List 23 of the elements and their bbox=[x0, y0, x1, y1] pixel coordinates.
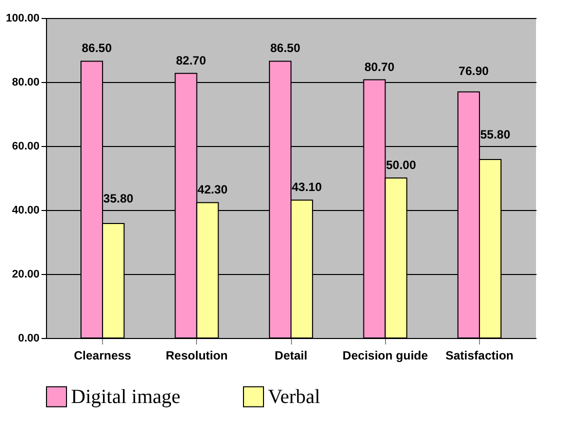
y-tick-label: 80.00 bbox=[12, 76, 40, 88]
data-label: 55.80 bbox=[480, 127, 511, 142]
data-label: 50.00 bbox=[386, 158, 416, 172]
x-tick-label: Resolution bbox=[166, 348, 228, 362]
x-tick-label: Clearness bbox=[74, 348, 132, 362]
data-label: 82.70 bbox=[176, 53, 206, 68]
data-label: 42.30 bbox=[198, 182, 228, 197]
legend-label: Digital image bbox=[71, 386, 181, 408]
data-label: 86.50 bbox=[270, 41, 301, 56]
data-label: 35.80 bbox=[103, 191, 134, 206]
y-tick-label: 0.00 bbox=[18, 332, 40, 344]
data-label: 86.50 bbox=[82, 41, 112, 56]
y-tick-label: 60.00 bbox=[12, 140, 40, 152]
data-label: 76.90 bbox=[458, 64, 490, 78]
y-tick-label: 40.00 bbox=[12, 204, 40, 216]
data-label: 80.70 bbox=[364, 60, 395, 74]
legend-label: Verbal bbox=[268, 386, 321, 408]
y-tick-label: 100.00 bbox=[6, 12, 40, 24]
data-label: 43.10 bbox=[292, 180, 322, 194]
x-tick-label: Decision guide bbox=[342, 348, 428, 362]
y-tick-label: 20.00 bbox=[12, 268, 40, 280]
x-tick-label: Satisfaction bbox=[445, 348, 514, 362]
x-tick-label: Detail bbox=[274, 348, 308, 362]
